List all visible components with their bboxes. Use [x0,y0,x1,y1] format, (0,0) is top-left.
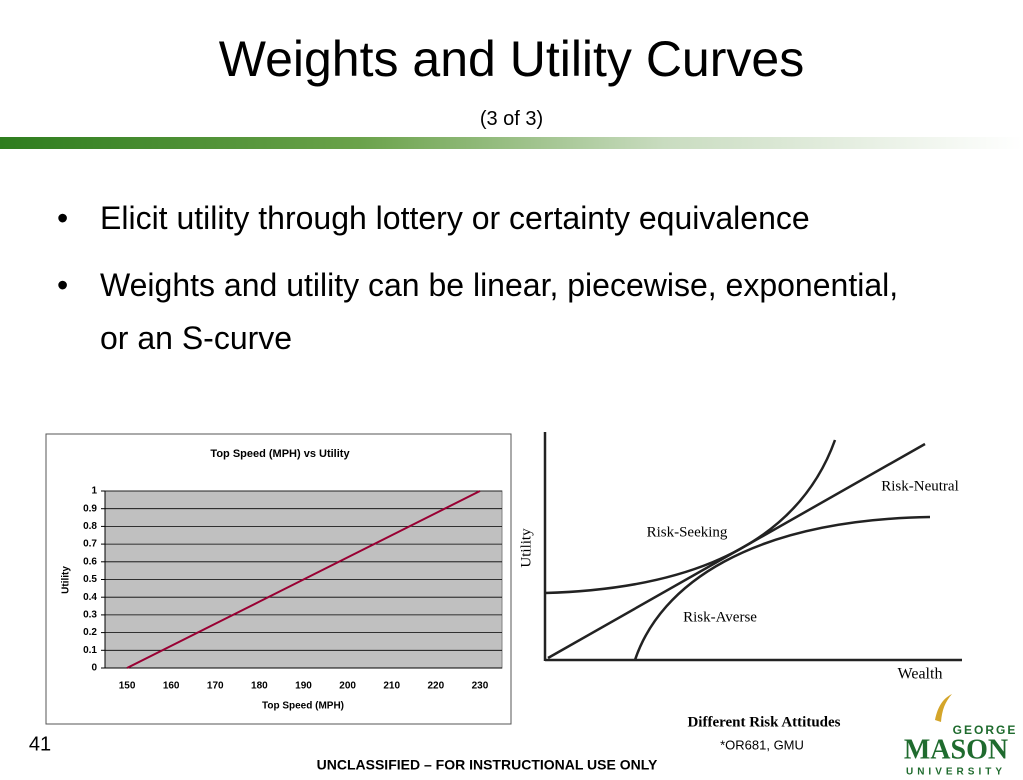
x-tick-label: 190 [295,681,312,692]
x-tick-label: 180 [251,681,268,692]
y-tick-label: 0.7 [83,539,97,550]
risk-seeking-curve [544,439,837,595]
y-axis-title: Utility [518,528,534,568]
y-tick-label: 0.6 [83,556,97,567]
curve-label: Risk-Seeking [647,524,728,540]
figure-caption: Different Risk Attitudes [687,714,840,730]
x-axis-title: Top Speed (MPH) [262,701,344,712]
y-tick-label: 0.1 [83,645,97,656]
x-tick-label: 160 [163,681,180,692]
slide-title: Weights and Utility Curves [218,31,805,87]
accent-bar [0,137,1023,149]
slide-subtitle: (3 of 3) [479,108,544,130]
logo-flame [935,694,952,722]
data-line [126,490,481,669]
risk-figure [543,432,962,662]
y-tick-label: 0.2 [83,627,97,638]
logo-top: GEORGE [953,723,1018,737]
y-tick-label: 0.8 [83,521,97,532]
x-tick-label: 200 [339,681,356,692]
bullet: Elicit utility through lottery or certai… [55,192,935,245]
x-tick-label: 220 [427,681,444,692]
credit: *OR681, GMU [720,737,804,752]
bullet: Weights and utility can be linear, piece… [55,259,935,365]
risk-averse-curve [633,515,931,661]
bullet-list: Elicit utility through lottery or certai… [55,192,935,379]
y-tick-label: 0.5 [83,574,97,585]
y-tick-label: 1 [91,486,97,497]
x-tick-label: 230 [472,681,489,692]
x-tick-label: 150 [119,681,136,692]
y-axis-title: Utility [61,566,72,594]
y-tick-label: 0 [91,663,97,674]
logo-bottom: UNIVERSITY [906,767,1006,778]
y-tick-label: 0.9 [83,503,97,514]
x-tick-label: 210 [383,681,400,692]
chart-title: Top Speed (MPH) vs Utility [210,448,350,460]
x-axis-title: Wealth [898,666,943,683]
curve-label: Risk-Averse [683,609,757,625]
logo: GEORGE MASON UNIVERSITY [904,694,1018,778]
x-tick-label: 170 [207,681,224,692]
curve-label: Risk-Neutral [881,478,958,494]
page-number: 41 [29,733,51,755]
y-tick-label: 0.4 [83,592,97,603]
y-tick-label: 0.3 [83,610,97,621]
logo-main: MASON [904,734,1008,765]
footer: UNCLASSIFIED – FOR INSTRUCTIONAL USE ONL… [317,757,658,773]
